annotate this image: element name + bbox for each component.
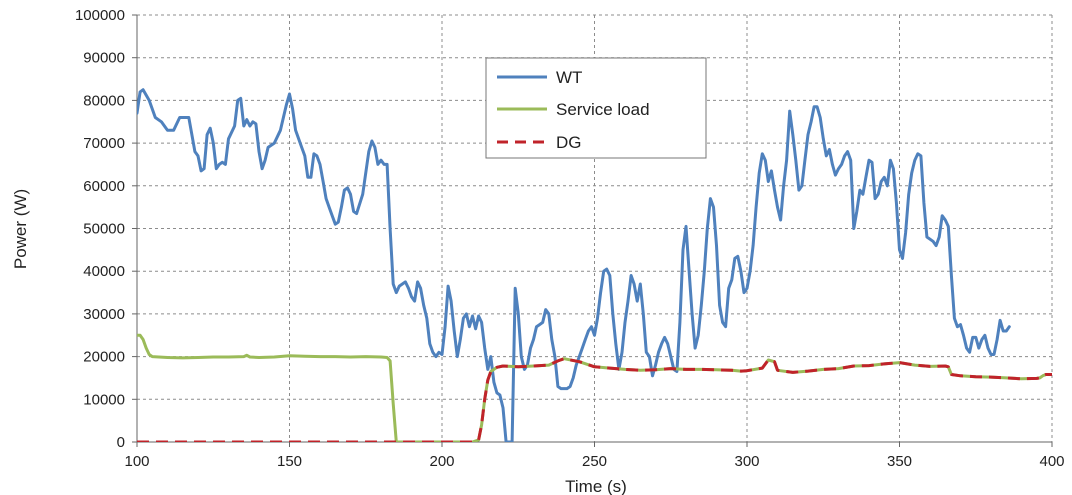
x-tick-label-3: 250: [582, 453, 607, 470]
y-axis-ticks: 0 10000 20000 30000 40000 50000 60000 70000 8000…: [75, 7, 137, 451]
series-line-wt: [137, 88, 1011, 442]
y-tick-label-8: 80000: [83, 92, 125, 109]
y-tick-label-7: 70000: [83, 135, 125, 152]
x-tick-label-4: 300: [734, 453, 759, 470]
y-tick-label-10: 100000: [75, 7, 125, 24]
y-tick-label-1: 10000: [83, 391, 125, 408]
x-axis-title: Time (s): [565, 477, 627, 495]
y-tick-label-4: 40000: [83, 263, 125, 280]
y-tick-label-9: 90000: [83, 50, 125, 67]
legend-label-dg: DG: [556, 133, 582, 152]
x-tick-label-5: 350: [887, 453, 912, 470]
y-axis-title: Power (W): [11, 189, 30, 269]
x-tick-label-2: 200: [429, 453, 454, 470]
y-tick-label-6: 60000: [83, 178, 125, 195]
series-layer: [137, 88, 1052, 442]
legend-label-service-load: Service load: [556, 100, 650, 119]
y-tick-label-3: 30000: [83, 306, 125, 323]
legend-label-wt: WT: [556, 68, 582, 87]
x-tick-label-1: 150: [277, 453, 302, 470]
legend: WT Service load DG: [485, 57, 707, 159]
y-tick-label-5: 50000: [83, 221, 125, 238]
x-tick-label-6: 400: [1039, 453, 1064, 470]
x-tick-label-0: 100: [124, 453, 149, 470]
x-axis-ticks: 100 150 200 250 300 350 400: [124, 442, 1065, 470]
series-line-dg: [137, 357, 1052, 442]
y-tick-label-2: 20000: [83, 349, 125, 366]
y-tick-label-0: 0: [117, 434, 125, 451]
